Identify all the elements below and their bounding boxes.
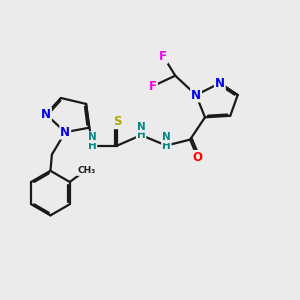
Text: H: H (88, 140, 96, 151)
Text: F: F (159, 50, 167, 63)
Text: N: N (162, 132, 171, 142)
Text: H: H (162, 140, 171, 151)
Text: N: N (88, 132, 96, 142)
Text: N: N (191, 88, 201, 101)
Text: H: H (137, 130, 146, 140)
Text: N: N (60, 126, 70, 139)
Text: O: O (193, 151, 202, 164)
Text: N: N (41, 108, 51, 121)
Text: F: F (149, 80, 157, 93)
Text: N: N (137, 122, 146, 132)
Text: CH₃: CH₃ (77, 166, 95, 175)
Text: N: N (215, 76, 225, 90)
Text: S: S (113, 115, 122, 128)
